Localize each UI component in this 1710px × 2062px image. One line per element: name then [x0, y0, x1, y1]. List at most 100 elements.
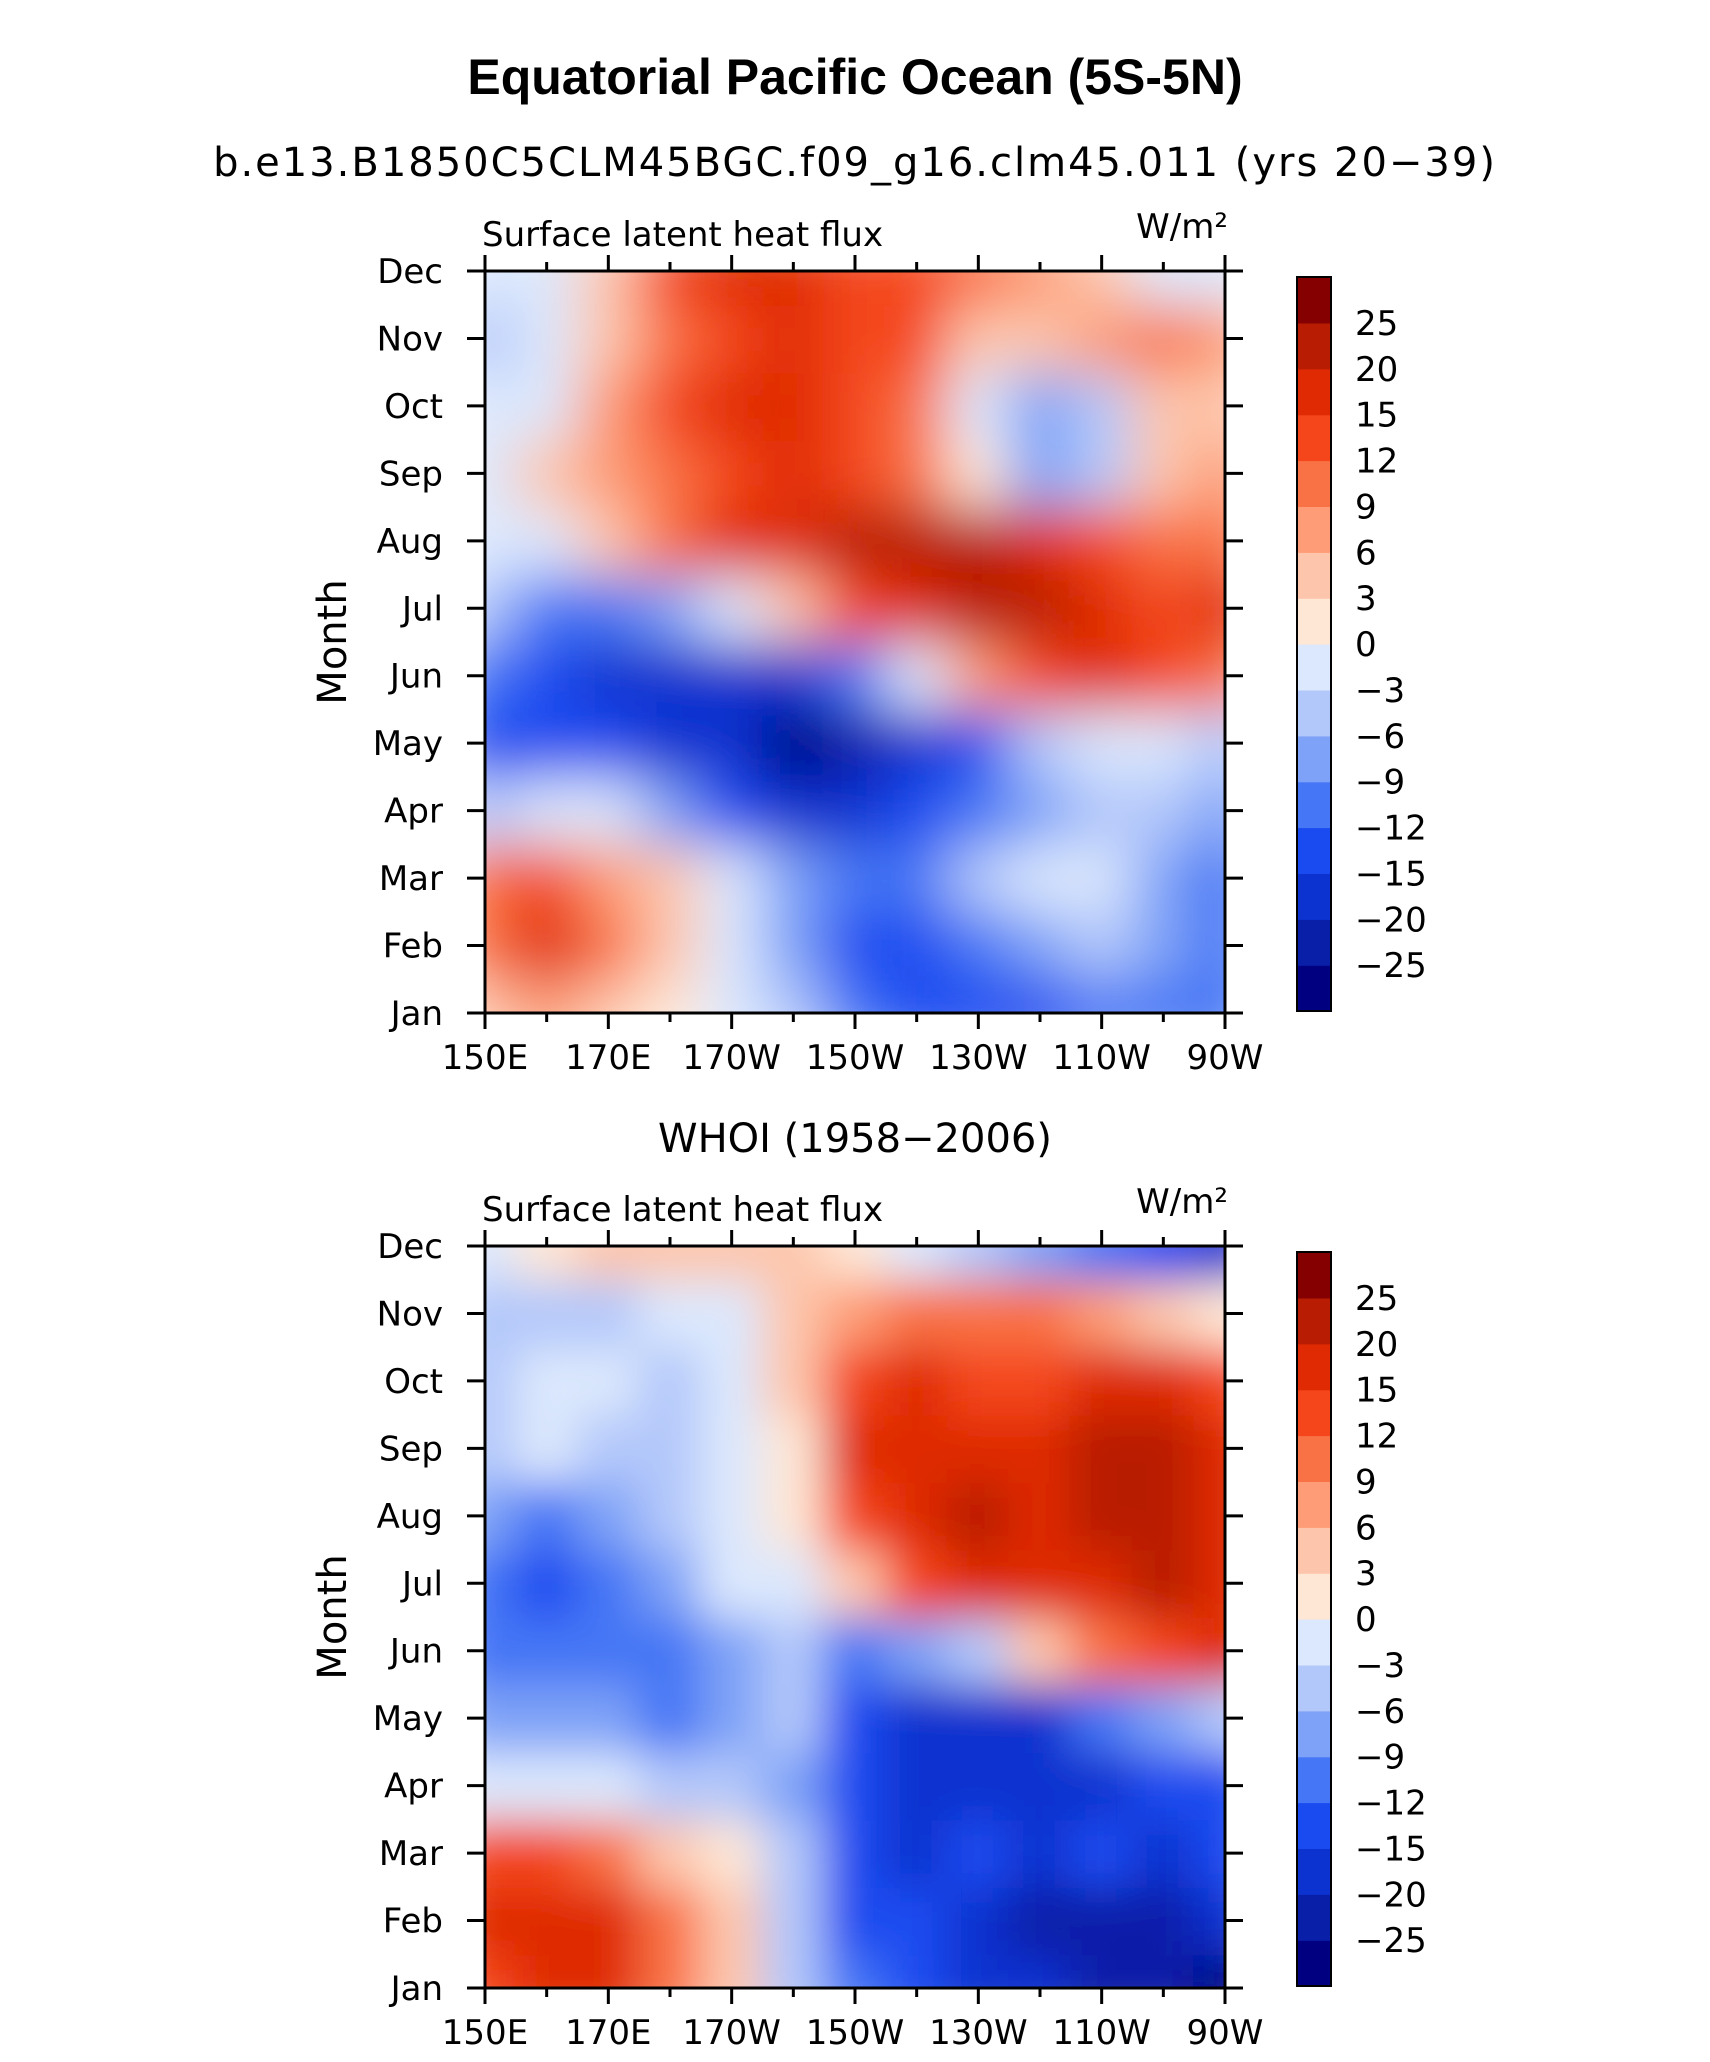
colorbar-label: 0	[1355, 1600, 1377, 1640]
heatmap-cell	[576, 1548, 641, 1618]
heatmap-cell	[823, 506, 887, 576]
heatmap-cell	[485, 1278, 517, 1349]
heatmap-cell	[514, 1683, 579, 1753]
y-tick-label: Sep	[379, 1429, 443, 1469]
heatmap-cell	[823, 371, 887, 441]
colorbar-model: 25 20 15 12 9 6 3 0 −3 −6 −9 −12 −15 −20 −25	[1296, 276, 1427, 1012]
heatmap-cell	[1193, 843, 1225, 913]
colorbar-label: −3	[1355, 671, 1405, 711]
heatmap-cell	[1008, 1885, 1072, 1956]
heatmap-cell	[576, 1481, 641, 1551]
heatmap-cell	[1069, 843, 1134, 913]
heatmap-cell	[638, 1953, 702, 1988]
heatmap-cell	[699, 978, 764, 1013]
panel-whoi: 150E 170E 170W 150W 130W 110W 90W Jan Feb Mar Apr M…	[310, 1182, 1427, 2053]
heatmap-cell	[884, 303, 949, 374]
colorbar-label: 3	[1355, 1554, 1377, 1594]
heatmap-cell	[1193, 1346, 1225, 1416]
colorbar-swatch	[1297, 781, 1331, 829]
heatmap-cell	[946, 506, 1011, 576]
heatmap-cell	[1008, 1246, 1072, 1281]
heatmap-cell	[1008, 978, 1072, 1013]
x-tick-label: 150W	[806, 1038, 905, 1078]
heatmap-cell	[576, 1750, 641, 1821]
colorbar-swatch	[1297, 1848, 1331, 1895]
heatmap-cell	[1193, 641, 1225, 711]
heatmap-cell	[514, 371, 579, 441]
heatmap-cell	[514, 1750, 579, 1821]
heatmap-cell	[884, 708, 949, 778]
heatmap-cell	[576, 303, 641, 374]
colorbar-swatch	[1297, 552, 1331, 599]
x-tick-label: 130W	[929, 2013, 1028, 2053]
heatmap-cell	[1131, 303, 1196, 374]
heatmap-cell	[485, 573, 517, 643]
heatmap-cell	[946, 978, 1011, 1013]
heatmap-cell	[1008, 573, 1072, 643]
y-tick-label: Aug	[377, 1497, 443, 1537]
heatmap-cell	[884, 1885, 949, 1956]
heatmap-cell	[638, 1481, 702, 1551]
heatmap-cell	[1069, 1246, 1134, 1281]
heatmap-cell	[1008, 708, 1072, 778]
colorbar-swatch	[1297, 1573, 1331, 1620]
x-tick-label: 90W	[1187, 2013, 1264, 2053]
heatmap-cell	[884, 775, 949, 846]
heatmap-cell	[823, 271, 887, 306]
heatmap-cell	[1008, 1346, 1072, 1416]
heatmap-cell	[514, 1481, 579, 1551]
heatmap-cell	[576, 1683, 641, 1753]
heatmap-cell	[1131, 573, 1196, 643]
heatmap-cell	[514, 271, 579, 306]
heatmap-cell	[699, 271, 764, 306]
heatmap-cell	[638, 371, 702, 441]
heatmap-cell	[1193, 910, 1225, 981]
heatmap-cell	[884, 1683, 949, 1753]
colorbar-swatch	[1297, 368, 1331, 416]
heatmap-cell	[761, 1413, 826, 1484]
heatmap-cell	[1069, 978, 1134, 1013]
heatmap-cell	[485, 1683, 517, 1753]
heatmap-cell	[699, 708, 764, 778]
heatmap-cell	[514, 978, 579, 1013]
heatmap-cell	[485, 1246, 517, 1281]
y-tick-label: Jun	[388, 1632, 443, 1672]
colorbar-swatch	[1297, 1389, 1331, 1437]
y-tick-label: Oct	[384, 1362, 443, 1402]
heatmap-cell	[884, 843, 949, 913]
heatmap-cell	[761, 271, 826, 306]
panel-title-whoi: WHOI (1958−2006)	[658, 1116, 1052, 1162]
heatmap-cell	[1193, 1953, 1225, 1988]
heatmap-cell	[884, 1616, 949, 1686]
y-tick-label: May	[373, 724, 443, 764]
heatmap-cell	[1069, 506, 1134, 576]
heatmap-cell	[946, 1885, 1011, 1956]
heatmap-cell	[1069, 271, 1134, 306]
heatmap-cell	[699, 1278, 764, 1349]
heatmap-cell	[823, 775, 887, 846]
heatmap-cell	[946, 843, 1011, 913]
colorbar-label: 6	[1355, 533, 1377, 573]
heatmap-cell	[576, 775, 641, 846]
colorbar-whoi: 25 20 15 12 9 6 3 0 −3 −6 −9 −12 −15 −20 −25	[1296, 1251, 1427, 1987]
y-tick-label: Apr	[384, 792, 443, 832]
heatmap-cell	[1193, 506, 1225, 576]
y-tick-label: Mar	[379, 1834, 443, 1874]
heatmap-cell	[1131, 371, 1196, 441]
heatmap-cell	[1131, 1616, 1196, 1686]
heatmap-cell	[946, 775, 1011, 846]
heatmap-cell	[514, 641, 579, 711]
heatmap-cell	[1069, 303, 1134, 374]
x-tick-label: 150E	[442, 1038, 528, 1078]
heatmap-cell	[514, 843, 579, 913]
heatmap-cell	[823, 438, 887, 509]
heatmap-cell	[638, 1818, 702, 1888]
heatmap-cell	[1193, 1548, 1225, 1618]
x-tick-label: 110W	[1052, 2013, 1151, 2053]
colorbar-swatch	[1297, 1435, 1331, 1482]
heatmap-cell	[638, 1413, 702, 1484]
heatmap-cell	[823, 1246, 887, 1281]
heatmap-cell	[1069, 1750, 1134, 1821]
heatmap-cell	[514, 775, 579, 846]
